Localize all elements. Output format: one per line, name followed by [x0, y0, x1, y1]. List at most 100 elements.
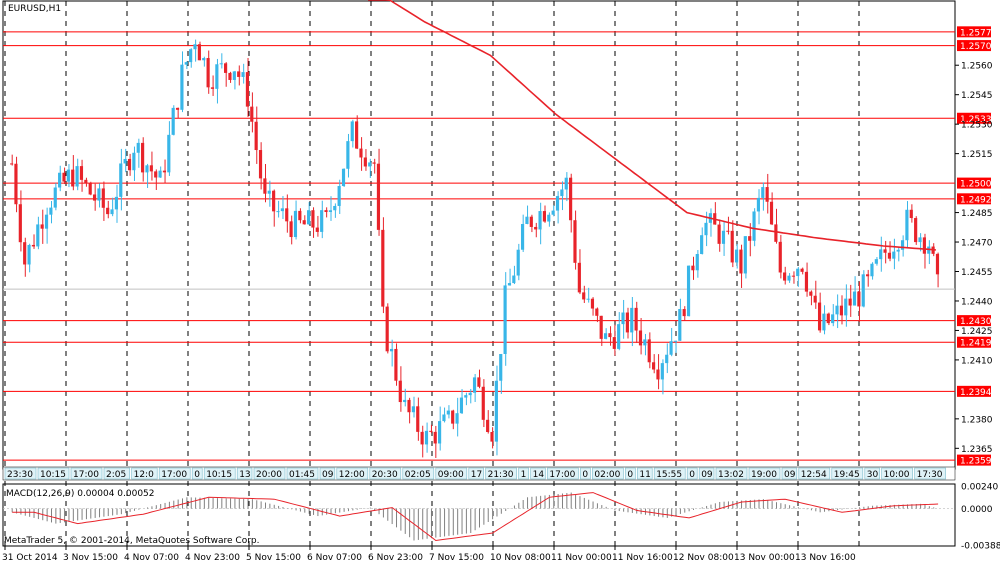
- time-strip-label: 12:0: [134, 470, 154, 480]
- candle-body: [822, 313, 826, 331]
- price-tick-label: 1.2545: [961, 91, 993, 101]
- candle-body: [276, 211, 280, 213]
- candle-body: [333, 205, 337, 211]
- candle-body: [490, 431, 494, 442]
- level-label: 1.2430: [960, 317, 992, 327]
- candle-body: [866, 274, 870, 277]
- candle-body: [250, 106, 254, 122]
- grid: [2, 0, 956, 547]
- candle-body: [285, 208, 289, 222]
- time-strip-chip: [253, 467, 286, 480]
- candle-body: [935, 253, 940, 275]
- candle-body: [368, 162, 372, 167]
- candle-body: [110, 209, 114, 215]
- candle-body: [844, 298, 848, 316]
- candle-body: [58, 172, 62, 188]
- candle-body: [267, 190, 271, 194]
- time-tick-label: 6 Nov 23:00: [368, 553, 423, 563]
- axes: 1.2560 1.2545 1.2530 1.2515 1.2485 1.2470 1.24…: [2, 62, 1000, 563]
- time-strip-chip: [625, 467, 636, 480]
- candle-body: [638, 330, 643, 346]
- time-strip-label: 17:00: [161, 470, 187, 480]
- candle-body: [595, 308, 599, 316]
- candle-body: [298, 210, 302, 221]
- candle-body: [612, 337, 616, 349]
- candle-body: [503, 285, 507, 355]
- horizontal-levels[interactable]: 1.25771.25701.25331.25001.24921.24301.24…: [3, 26, 992, 467]
- candle-body: [459, 397, 464, 414]
- level-label: 1.2577: [960, 28, 992, 38]
- candle-body: [420, 431, 424, 445]
- candle-body: [813, 295, 817, 303]
- candle-body: [119, 163, 123, 197]
- candle-body: [289, 221, 293, 238]
- candle-body: [438, 421, 442, 444]
- candle-body: [634, 307, 638, 331]
- time-strip-chip: [369, 467, 402, 480]
- time-strip-chip: [686, 467, 698, 480]
- candle-body: [184, 62, 188, 65]
- level-label: 1.2492: [960, 195, 992, 205]
- candle-body: [765, 187, 769, 202]
- time-strip-label: 12:00: [339, 470, 365, 480]
- candle-body: [311, 210, 315, 228]
- time-tick-label: 4 Nov 07:00: [124, 553, 179, 563]
- candle-body: [534, 226, 538, 230]
- candle-body: [337, 186, 341, 206]
- time-tick-label: 6 Nov 07:00: [307, 553, 362, 563]
- candle-body: [27, 244, 31, 265]
- candle-body: [603, 333, 608, 339]
- time-strip-label: 01:45: [289, 470, 315, 480]
- time-strip-chip: [158, 467, 191, 480]
- candle-body: [381, 229, 385, 307]
- candle-body: [525, 216, 529, 224]
- candle-body: [892, 251, 896, 259]
- level-tag: [957, 336, 991, 348]
- candle-body: [909, 209, 913, 219]
- candle-body: [520, 223, 525, 250]
- candle-body: [429, 430, 433, 432]
- price-candles: [10, 39, 940, 458]
- candle-body: [804, 271, 809, 292]
- candle-body: [756, 197, 760, 212]
- time-strip-chip: [485, 467, 517, 480]
- candle-body: [162, 170, 167, 173]
- candle-body: [442, 414, 446, 422]
- candle-body: [870, 263, 874, 277]
- candle-body: [18, 204, 22, 243]
- candle-body: [704, 222, 708, 236]
- candle-body: [241, 72, 245, 77]
- candle-body: [210, 87, 215, 89]
- candle-body: [127, 158, 132, 171]
- candle-body: [385, 306, 389, 352]
- time-strip-label: 02:00: [594, 470, 620, 480]
- time-strip-chip: [286, 467, 319, 480]
- time-strip-label: 15:55: [656, 470, 682, 480]
- time-tick-label: 13 Nov 00:00: [734, 553, 795, 563]
- price-tick-label: 1.2530: [961, 121, 993, 131]
- time-strip-label: 11: [639, 470, 650, 480]
- candle-body: [359, 148, 363, 158]
- candle-body: [149, 165, 153, 172]
- time-tick-label: 7 Nov 15:00: [429, 553, 484, 563]
- candle-body: [97, 188, 101, 201]
- candle-body: [835, 305, 839, 315]
- time-strip-chip: [435, 467, 468, 480]
- candle-body: [324, 210, 328, 213]
- indicator-title: MACD(12,26,9) 0.00004 0.00052: [6, 489, 155, 499]
- candle-body: [656, 369, 660, 380]
- candle-body: [237, 71, 241, 77]
- level-tag: [957, 40, 991, 52]
- candle-body: [36, 224, 40, 247]
- time-tick-label: 31 Oct 2014: [2, 553, 58, 563]
- time-strip-chip: [336, 467, 369, 480]
- time-strip-label: 0: [582, 470, 588, 480]
- candle-body: [350, 121, 354, 142]
- time-strip-chip: [781, 467, 798, 480]
- candle-body: [446, 410, 450, 415]
- candle-body: [852, 291, 857, 306]
- candle-body: [769, 201, 774, 225]
- time-tick-label: 5 Nov 15:00: [246, 553, 301, 563]
